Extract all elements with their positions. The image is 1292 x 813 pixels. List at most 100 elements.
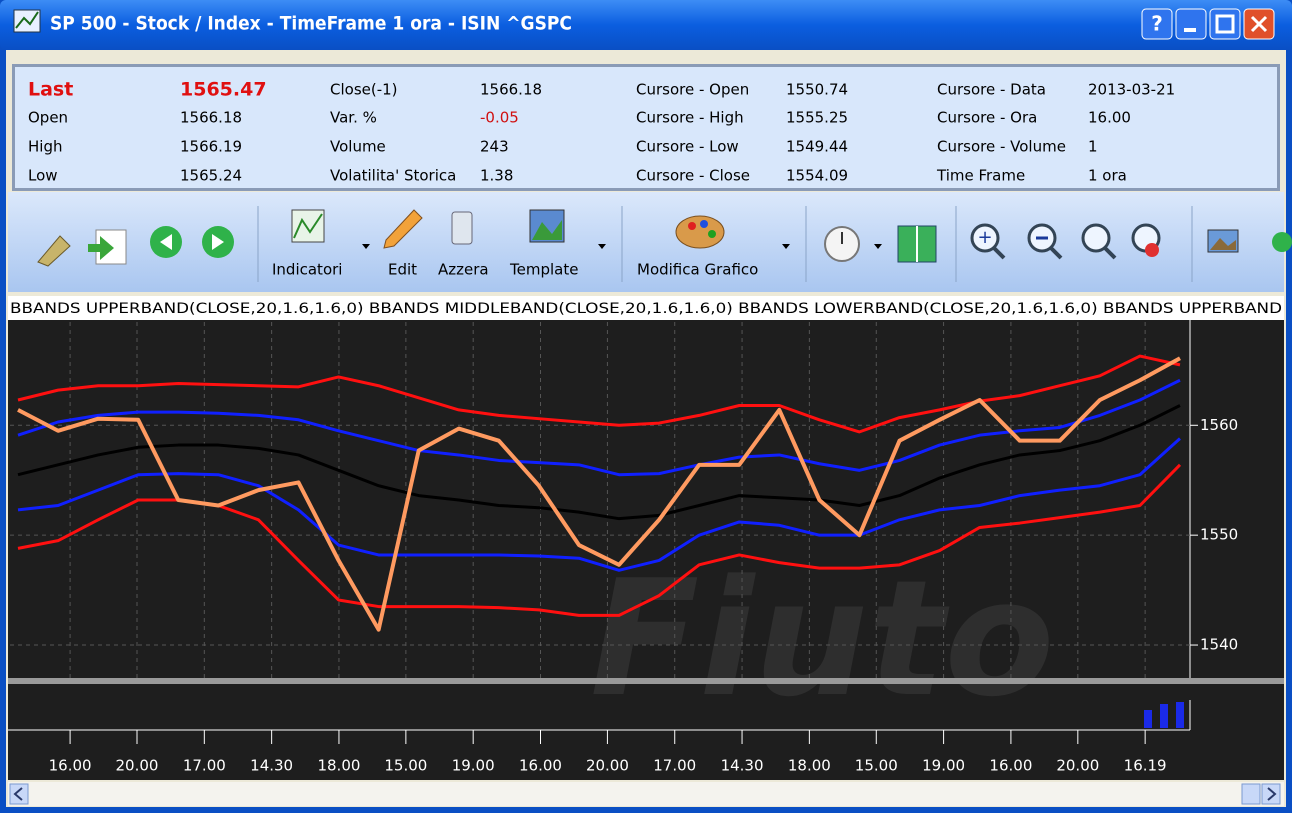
info-cell: 1.38 xyxy=(480,167,513,185)
dropdown-arrow[interactable] xyxy=(362,244,370,249)
info-cell: 2013-03-21 xyxy=(1088,81,1175,99)
maximize-glyph xyxy=(1215,14,1235,34)
info-cell: Volatilita' Storica xyxy=(330,167,456,185)
scroll-left[interactable] xyxy=(9,783,29,805)
info-cell: Cursore - Data xyxy=(937,81,1046,99)
info-cell: Cursore - Volume xyxy=(937,138,1066,156)
y-tick-label: 1560 xyxy=(1200,416,1238,434)
next-glyph xyxy=(212,234,224,250)
export-arrow xyxy=(88,236,114,260)
watermark: Fiuto xyxy=(590,545,1054,732)
info-cell: 1566.18 xyxy=(480,81,542,99)
dropdown-arrow[interactable] xyxy=(782,244,790,249)
toolbar-label: Azzera xyxy=(438,261,489,279)
series-line xyxy=(17,378,1181,477)
close-glyph xyxy=(1250,15,1268,33)
series-line xyxy=(17,356,1181,632)
info-cell: 1566.18 xyxy=(180,109,242,127)
paint-dot xyxy=(708,230,716,238)
prev-glyph xyxy=(160,234,172,250)
info-cell: Cursore - Open xyxy=(636,81,749,99)
x-tick-label: 18.00 xyxy=(788,757,831,775)
x-tick-label: 15.00 xyxy=(855,757,898,775)
info-cell: 1565.47 xyxy=(180,79,267,101)
info-cell: Low xyxy=(28,167,58,185)
info-cell: Last xyxy=(28,79,73,101)
image-glyph xyxy=(1210,238,1236,250)
info-cell: 1565.24 xyxy=(180,167,242,185)
x-tick-label: 19.00 xyxy=(452,757,495,775)
chart-legend: BBANDS UPPERBAND(CLOSE,20,1.6,1.6,0) BBA… xyxy=(10,301,1282,317)
help-button[interactable] xyxy=(1141,8,1173,40)
scroll-thumb[interactable] xyxy=(1241,783,1261,805)
info-cell: Volume xyxy=(330,138,386,156)
y-tick-label: 1540 xyxy=(1200,636,1238,654)
template-glyph xyxy=(532,220,562,240)
info-cell: 1554.09 xyxy=(786,167,848,185)
toolbar-icons: + xyxy=(37,206,1292,282)
toolbar-label: Indicatori xyxy=(272,261,342,279)
info-cell: 1 ora xyxy=(1088,167,1127,185)
x-tick-label: 19.00 xyxy=(922,757,965,775)
palette-icon[interactable] xyxy=(675,215,725,249)
title-bar xyxy=(0,0,1292,50)
edit-icon[interactable] xyxy=(383,209,423,249)
info-cell: High xyxy=(28,138,62,156)
info-cell: 1550.74 xyxy=(786,81,848,99)
info-cell: 1 xyxy=(1088,138,1098,156)
maximize-button[interactable] xyxy=(1209,8,1241,40)
x-tick-label: 20.00 xyxy=(116,757,159,775)
plot: 1540 1550 1560 16.00 20.00 17.00 14.30 18.00 15.… xyxy=(10,322,1238,775)
chart-background xyxy=(8,320,1284,780)
y-tick-label: 1550 xyxy=(1200,526,1238,544)
info-cell: Cursore - High xyxy=(636,109,744,127)
x-tick-label: 16.19 xyxy=(1124,757,1167,775)
info-cell: 1566.19 xyxy=(180,138,242,156)
pane-separator xyxy=(8,678,1284,684)
volume-bar xyxy=(1160,704,1168,728)
scroll-right-glyph xyxy=(1267,787,1277,801)
zoom-reset-icon[interactable] xyxy=(1081,223,1111,253)
x-tick-label: 17.00 xyxy=(183,757,226,775)
volume-bar xyxy=(1176,702,1184,728)
legend-strip xyxy=(8,296,1284,320)
more-icon[interactable] xyxy=(1272,232,1292,252)
scrollbar xyxy=(8,782,1284,806)
minimize-button[interactable] xyxy=(1175,8,1207,40)
x-tick-label: 20.00 xyxy=(1056,757,1099,775)
indicators-icon[interactable] xyxy=(291,209,325,243)
zoom-handle xyxy=(992,246,1006,260)
x-tick-label: 14.30 xyxy=(721,757,764,775)
info-cell: 243 xyxy=(480,138,509,156)
trash-icon[interactable] xyxy=(451,211,473,245)
x-tick-label: 16.00 xyxy=(989,757,1032,775)
zoom-handle xyxy=(1049,246,1063,260)
zoom-clear-badge xyxy=(1145,243,1159,257)
paint-dot xyxy=(688,222,696,230)
info-cell: 1555.25 xyxy=(786,109,848,127)
zoom-handle xyxy=(1103,246,1117,260)
toolbar-label: Edit xyxy=(388,261,417,279)
indicators-glyph xyxy=(293,213,323,239)
toolbar-label: Modifica Grafico xyxy=(637,261,758,279)
window-buttons: ? xyxy=(1141,8,1275,40)
draw-tool-icon[interactable] xyxy=(37,235,71,267)
x-tick-label: 15.00 xyxy=(384,757,427,775)
dropdown-arrow[interactable] xyxy=(874,244,882,249)
minimize-glyph xyxy=(1184,28,1196,32)
zoom-in-icon[interactable] xyxy=(970,223,1000,253)
x-tick-label: 17.00 xyxy=(653,757,696,775)
info-cell: Close(-1) xyxy=(330,81,398,99)
help-glyph: ? xyxy=(1151,12,1163,36)
info-cell: Var. % xyxy=(330,109,377,127)
scroll-left-glyph xyxy=(13,787,23,801)
x-tick-label: 16.00 xyxy=(519,757,562,775)
dropdown-arrow[interactable] xyxy=(598,244,606,249)
info-cell: 16.00 xyxy=(1088,109,1131,127)
info-cell: Cursore - Close xyxy=(636,167,750,185)
series-line xyxy=(17,404,1181,521)
x-tick-label: 20.00 xyxy=(586,757,629,775)
scroll-right[interactable] xyxy=(1261,783,1281,805)
info-cell: Time Frame xyxy=(936,167,1025,185)
